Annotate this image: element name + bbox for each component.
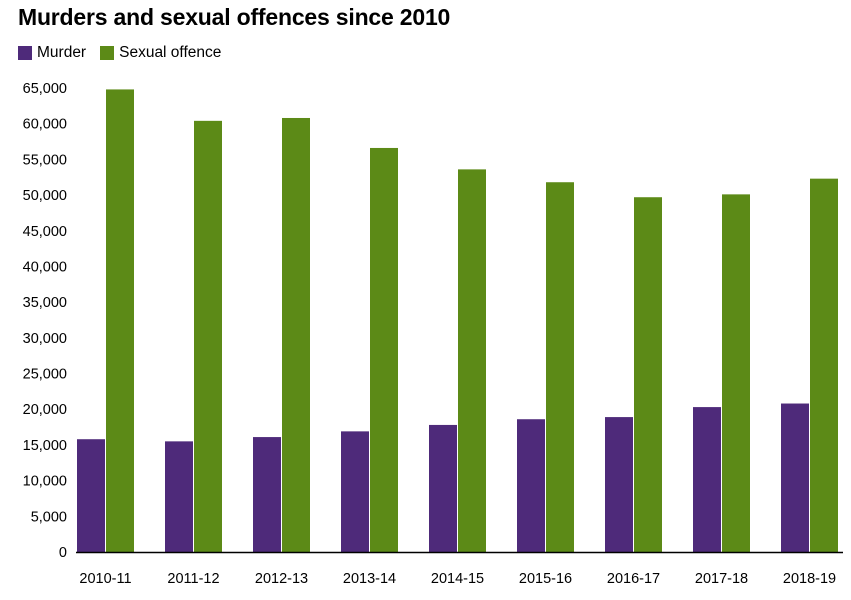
x-tick-label: 2017-18 bbox=[695, 571, 748, 587]
bar-murder bbox=[693, 407, 721, 552]
y-tick-label: 5,000 bbox=[31, 509, 67, 525]
x-tick-label: 2014-15 bbox=[431, 571, 484, 587]
x-tick-label: 2018-19 bbox=[783, 571, 836, 587]
bar-murder bbox=[253, 437, 281, 552]
x-tick-label: 2013-14 bbox=[343, 571, 396, 587]
bar-sexual-offence bbox=[634, 197, 662, 553]
y-tick-label: 45,000 bbox=[23, 224, 67, 240]
y-tick-label: 50,000 bbox=[23, 188, 67, 204]
x-tick-label: 2010-11 bbox=[79, 571, 131, 587]
chart-title: Murders and sexual offences since 2010 bbox=[18, 4, 451, 30]
bar-sexual-offence bbox=[810, 178, 838, 553]
y-tick-label: 40,000 bbox=[23, 259, 67, 275]
y-tick-label: 30,000 bbox=[23, 331, 67, 347]
bar-sexual-offence bbox=[282, 117, 310, 552]
legend: Murder Sexual offence bbox=[18, 44, 235, 62]
bar-murder bbox=[517, 419, 545, 552]
x-tick-label: 2011-12 bbox=[167, 571, 219, 587]
x-tick-label: 2015-16 bbox=[519, 571, 572, 587]
bar-sexual-offence bbox=[106, 89, 134, 553]
y-tick-label: 20,000 bbox=[23, 402, 67, 418]
bar-murder bbox=[605, 417, 633, 552]
y-tick-label: 10,000 bbox=[23, 474, 67, 490]
bar-sexual-offence bbox=[194, 120, 222, 553]
y-tick-label: 35,000 bbox=[23, 295, 67, 311]
legend-item-murder: Murder bbox=[18, 44, 86, 62]
y-tick-label: 15,000 bbox=[23, 438, 67, 454]
bar-murder bbox=[77, 439, 105, 552]
x-tick-label: 2016-17 bbox=[607, 571, 660, 587]
x-tick-label: 2012-13 bbox=[255, 571, 308, 587]
legend-item-sexual-offence: Sexual offence bbox=[100, 44, 221, 62]
bar-sexual-offence bbox=[722, 194, 750, 552]
bar-sexual-offence bbox=[370, 147, 398, 552]
y-tick-label: 0 bbox=[59, 545, 67, 561]
y-tick-label: 55,000 bbox=[23, 152, 67, 168]
y-tick-label: 60,000 bbox=[23, 117, 67, 133]
bar-sexual-offence bbox=[458, 169, 486, 552]
bar-sexual-offence bbox=[546, 182, 574, 552]
legend-swatch-sexual-offence bbox=[100, 46, 115, 60]
y-tick-label: 25,000 bbox=[23, 367, 67, 383]
legend-label-murder: Murder bbox=[37, 44, 87, 61]
y-tick-label: 65,000 bbox=[23, 81, 67, 97]
bar-murder bbox=[165, 441, 193, 552]
legend-label-sexual-offence: Sexual offence bbox=[119, 44, 222, 61]
bar-murder bbox=[429, 424, 457, 552]
legend-swatch-murder bbox=[18, 46, 32, 60]
bar-murder bbox=[341, 431, 369, 552]
bar-murder bbox=[781, 403, 809, 552]
